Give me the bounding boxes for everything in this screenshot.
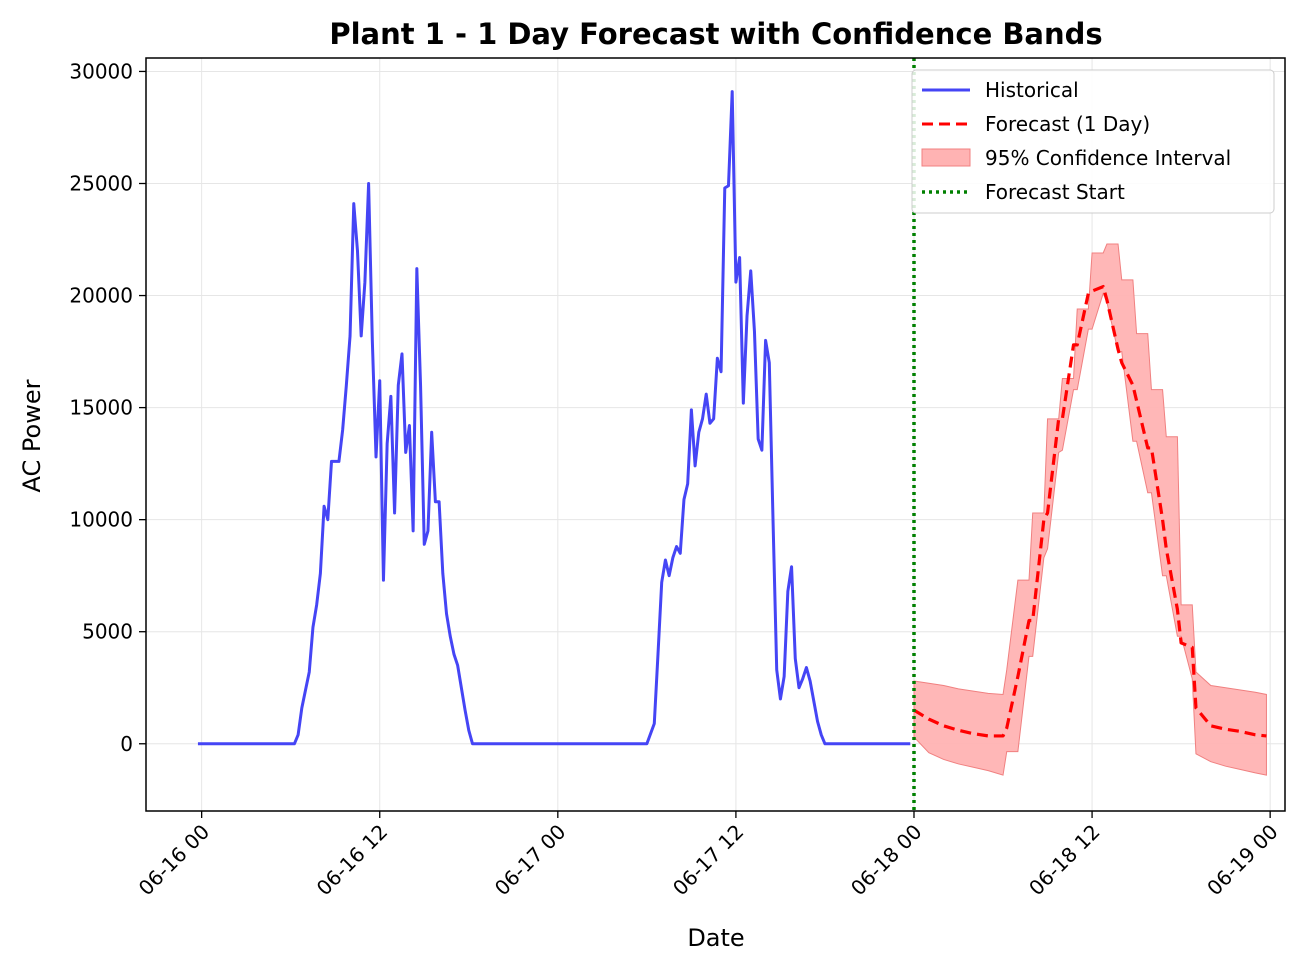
legend: Historical Forecast (1 Day) 95% Confiden…	[911, 69, 1275, 214]
x-tick-label: 06-18 00	[846, 820, 927, 901]
plot-frame	[145, 57, 1286, 812]
confidence-band	[913, 243, 1267, 776]
historical-line	[197, 90, 911, 746]
legend-band-swatch	[921, 148, 971, 167]
x-tick-label: 06-19 00	[1202, 820, 1283, 901]
y-axis-label: AC Power	[18, 379, 46, 492]
y-tick-label: 10000	[69, 508, 133, 532]
legend-band-label: 95% Confidence Interval	[985, 146, 1231, 170]
x-tick-label: 06-16 12	[312, 820, 393, 901]
x-tick-label: 06-16 00	[134, 820, 215, 901]
x-tick-label: 06-17 00	[490, 820, 571, 901]
y-tick-label: 25000	[69, 172, 133, 196]
x-tick-label: 06-17 12	[668, 820, 749, 901]
historical-layer	[197, 90, 911, 746]
y-tick-label: 5000	[82, 620, 133, 644]
chart-title: Plant 1 - 1 Day Forecast with Confidence…	[329, 17, 1102, 51]
y-axis-ticks: 0 5000 10000 15000 20000 25000 30000	[69, 59, 146, 756]
legend-forecast-start-label: Forecast Start	[985, 180, 1125, 204]
forecast-layer	[913, 284, 1267, 738]
forecast-line	[913, 284, 1267, 738]
y-tick-label: 20000	[69, 284, 133, 308]
x-axis-label: Date	[687, 924, 744, 952]
x-tick-label: 06-18 12	[1024, 820, 1105, 901]
y-tick-label: 30000	[69, 59, 133, 83]
x-axis-ticks: 06-16 00 06-16 12 06-17 00 06-17 12 06-18 00…	[134, 811, 1283, 900]
legend-forecast-label: Forecast (1 Day)	[985, 112, 1150, 136]
legend-historical-label: Historical	[985, 78, 1079, 102]
confidence-band-layer	[913, 243, 1267, 776]
legend-box	[911, 69, 1275, 214]
y-tick-label: 15000	[69, 396, 133, 420]
y-tick-label: 0	[120, 732, 133, 756]
